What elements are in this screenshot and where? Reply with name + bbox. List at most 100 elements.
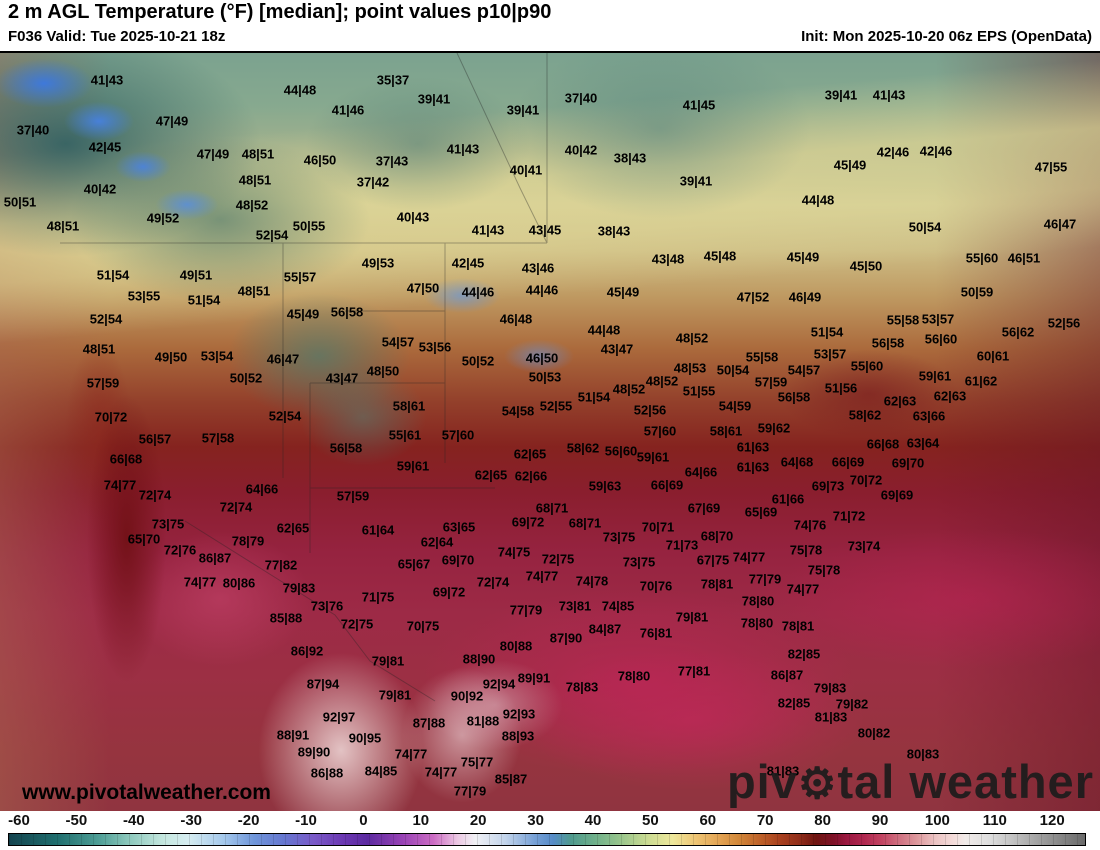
colorbar-tick: -60 [8,812,30,829]
point-value: 65|67 [397,556,431,572]
point-value: 80|88 [499,638,533,654]
point-value: 58|61 [709,423,743,439]
valid-time-label: F036 Valid: Tue 2025-10-21 18z [8,28,226,45]
point-value: 82|85 [787,646,821,662]
point-value: 48|51 [241,146,275,162]
point-value: 79|82 [835,696,869,712]
point-value: 51|56 [824,380,858,396]
point-value: 49|52 [146,210,180,226]
point-value: 49|50 [154,349,188,365]
point-value: 89|90 [297,744,331,760]
point-value: 69|73 [811,478,845,494]
point-value: 73|75 [622,554,656,570]
point-value: 45|49 [833,157,867,173]
point-value: 68|71 [535,500,569,516]
colorbar-tick: 110 [982,812,1007,829]
point-value: 81|83 [814,709,848,725]
point-value: 87|94 [306,676,340,692]
point-value: 50|52 [229,370,263,386]
point-value: 57|60 [643,423,677,439]
point-value: 51|54 [810,324,844,340]
point-value: 46|48 [499,311,533,327]
point-value: 39|41 [417,91,451,107]
point-value: 48|52 [612,381,646,397]
point-value: 61|64 [361,522,395,538]
point-value: 67|75 [696,552,730,568]
point-value: 47|49 [196,146,230,162]
colorbar-tick: 0 [359,812,368,829]
point-value: 55|58 [886,312,920,328]
point-value: 48|51 [238,172,272,188]
point-value: 77|82 [264,557,298,573]
point-value: 73|75 [151,516,185,532]
point-value: 55|57 [283,269,317,285]
header-subrow: F036 Valid: Tue 2025-10-21 18z Init: Mon… [8,28,1092,50]
point-value: 44|46 [525,282,559,298]
point-value: 53|54 [200,348,234,364]
point-value: 86|88 [310,765,344,781]
point-value: 52|54 [89,311,123,327]
point-value: 74|85 [601,598,635,614]
point-value: 72|74 [476,574,510,590]
point-value: 90|92 [450,688,484,704]
point-value: 39|41 [506,102,540,118]
point-value: 64|66 [684,464,718,480]
point-value: 42|46 [919,143,953,159]
colorbar-tick: 60 [699,812,717,829]
point-value: 54|59 [718,398,752,414]
page-title: 2 m AGL Temperature (°F) [median]; point… [8,1,552,23]
point-value: 77|79 [453,783,487,799]
colorbar-tick: 50 [642,812,659,829]
point-value: 74|77 [525,568,559,584]
point-value: 75|77 [460,754,494,770]
point-value: 59|61 [396,458,430,474]
point-value: 78|79 [231,533,265,549]
point-value: 71|73 [665,537,699,553]
point-value: 86|87 [198,550,232,566]
point-value: 48|52 [645,373,679,389]
point-value: 52|54 [255,227,289,243]
colorbar-tick: 70 [756,812,774,829]
point-value: 80|86 [222,575,256,591]
point-value: 56|58 [330,304,364,320]
point-value: 72|74 [219,499,253,515]
colorbar-tick: -30 [180,812,203,829]
point-value: 35|37 [376,72,410,88]
point-value: 72|74 [138,487,172,503]
border-lines [60,53,548,702]
point-value: 42|46 [876,144,910,160]
point-value: 46|50 [525,350,559,366]
point-value: 75|78 [807,562,841,578]
point-value: 62|63 [933,388,967,404]
colorbar-tick: 80 [814,812,831,829]
point-value: 59|62 [757,420,791,436]
point-value: 80|83 [906,746,940,762]
point-value: 49|51 [179,267,213,283]
map-canvas[interactable]: 41|43 47|49 37|40 42|45 47|49 48|51 48|51 40|42… [0,53,1100,811]
point-value: 40|42 [564,142,598,158]
point-value: 58|62 [566,440,600,456]
point-value: 56|58 [329,440,363,456]
colorbar-tick: -20 [237,812,260,829]
point-value: 89|91 [517,670,551,686]
point-value: 66|69 [650,477,684,493]
point-value: 53|56 [418,339,452,355]
point-value: 55|60 [850,358,884,374]
point-value: 51|54 [187,292,221,308]
point-value: 49|53 [361,255,395,271]
point-value: 77|79 [748,571,782,587]
point-value: 79|83 [813,680,847,696]
point-value: 88|90 [462,651,496,667]
point-value: 71|75 [361,589,395,605]
point-value: 62|64 [420,534,454,550]
point-value: 55|58 [745,349,779,365]
point-value: 92|93 [502,706,536,722]
colorbar-tick: -40 [122,812,145,829]
point-value: 62|63 [883,393,917,409]
point-value: 68|70 [700,528,734,544]
point-value: 47|49 [155,113,189,129]
point-value: 53|57 [921,311,955,327]
point-value: 74|77 [732,549,766,565]
point-value: 66|68 [866,436,900,452]
point-value: 74|78 [575,573,609,589]
